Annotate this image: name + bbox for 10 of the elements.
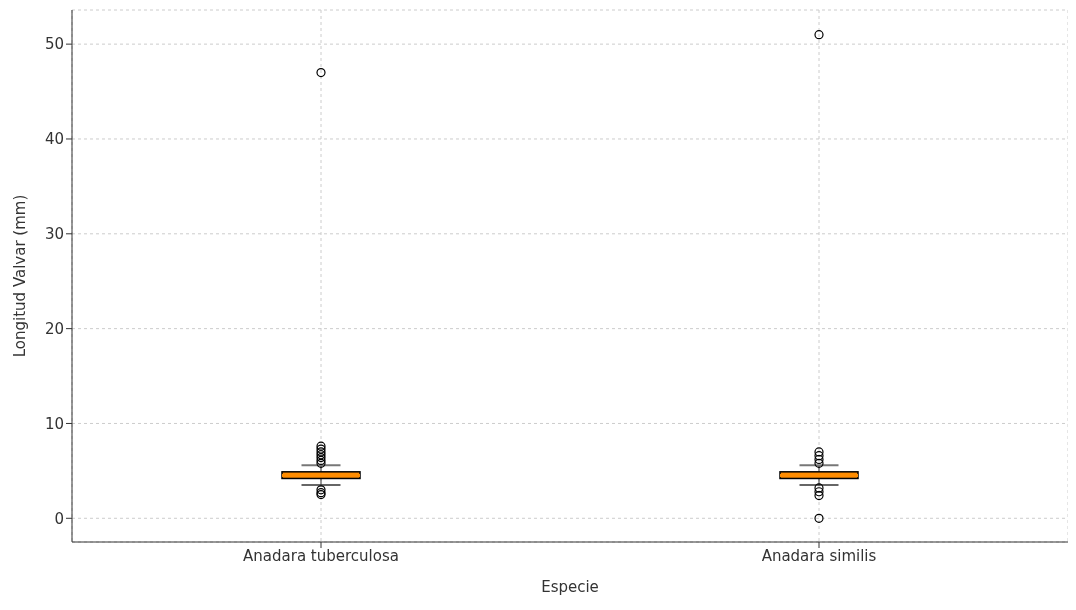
y-tick-label: 0: [54, 509, 64, 528]
y-tick-label: 40: [44, 130, 64, 149]
y-tick-label: 20: [44, 319, 64, 338]
x-axis-title: Especie: [541, 578, 599, 596]
y-tick-label: 10: [44, 414, 64, 433]
y-tick-label: 30: [44, 225, 64, 244]
y-axis-title: Longitud Valvar (mm): [11, 194, 30, 358]
x-tick-label: Anadara tuberculosa: [243, 546, 399, 565]
y-tick-label: 50: [44, 35, 64, 54]
x-tick-label: Anadara similis: [761, 546, 877, 565]
